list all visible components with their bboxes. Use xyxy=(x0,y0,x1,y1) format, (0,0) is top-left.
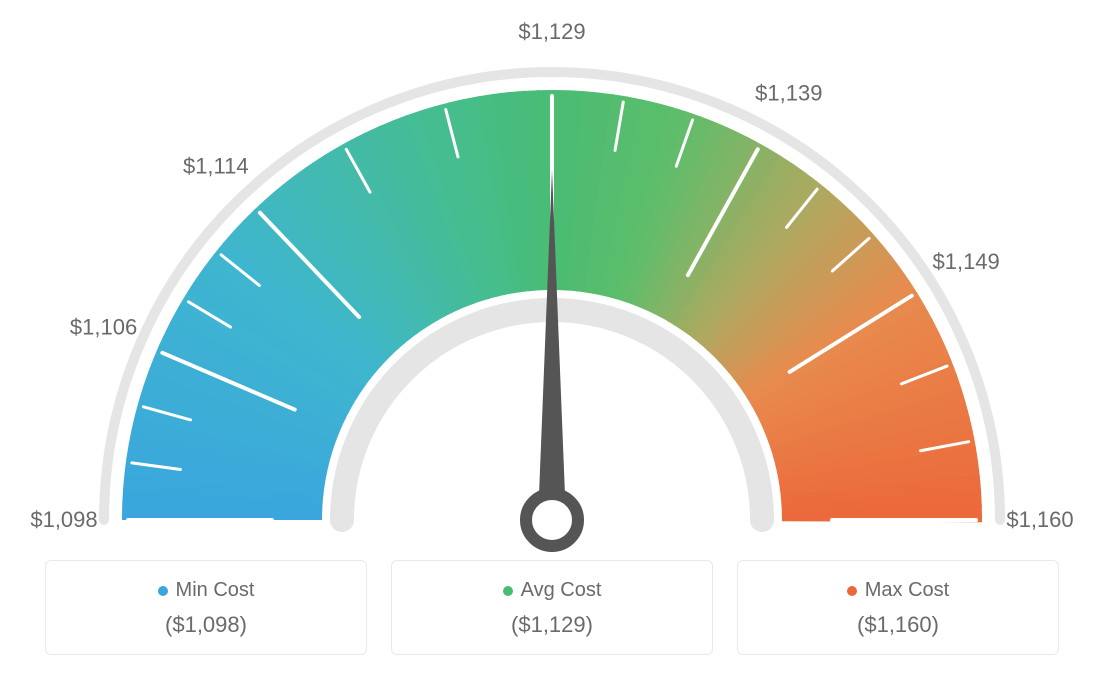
gauge-tick-label: $1,129 xyxy=(518,19,585,44)
gauge-tick-label: $1,114 xyxy=(183,153,249,178)
gauge-svg: $1,098 $1,106 $1,114 $1,129 $1,139 $1,149 $1,1… xyxy=(0,0,1104,560)
min-cost-title: Min Cost xyxy=(46,579,366,602)
gauge-tick-label: $1,139 xyxy=(755,80,822,105)
min-cost-value: ($1,098) xyxy=(46,612,366,638)
max-cost-value: ($1,160) xyxy=(738,612,1058,638)
max-cost-title: Max Cost xyxy=(738,579,1058,602)
min-dot-icon xyxy=(158,586,168,596)
min-cost-label: Min Cost xyxy=(176,579,255,602)
gauge-tick-label: $1,098 xyxy=(30,507,97,532)
gauge-tick-label: $1,149 xyxy=(932,249,999,274)
gauge-chart: $1,098 $1,106 $1,114 $1,129 $1,139 $1,149 $1,1… xyxy=(0,0,1104,560)
max-dot-icon xyxy=(847,586,857,596)
gauge-tick-label: $1,106 xyxy=(70,315,137,340)
max-cost-card: Max Cost ($1,160) xyxy=(737,560,1059,655)
avg-cost-value: ($1,129) xyxy=(392,612,712,638)
avg-cost-label: Avg Cost xyxy=(521,579,602,602)
legend-cards: Min Cost ($1,098) Avg Cost ($1,129) Max … xyxy=(0,560,1104,655)
max-cost-label: Max Cost xyxy=(865,579,949,602)
avg-cost-title: Avg Cost xyxy=(392,579,712,602)
gauge-hub xyxy=(526,494,578,546)
avg-dot-icon xyxy=(503,586,513,596)
min-cost-card: Min Cost ($1,098) xyxy=(45,560,367,655)
avg-cost-card: Avg Cost ($1,129) xyxy=(391,560,713,655)
gauge-tick-label: $1,160 xyxy=(1006,507,1073,532)
